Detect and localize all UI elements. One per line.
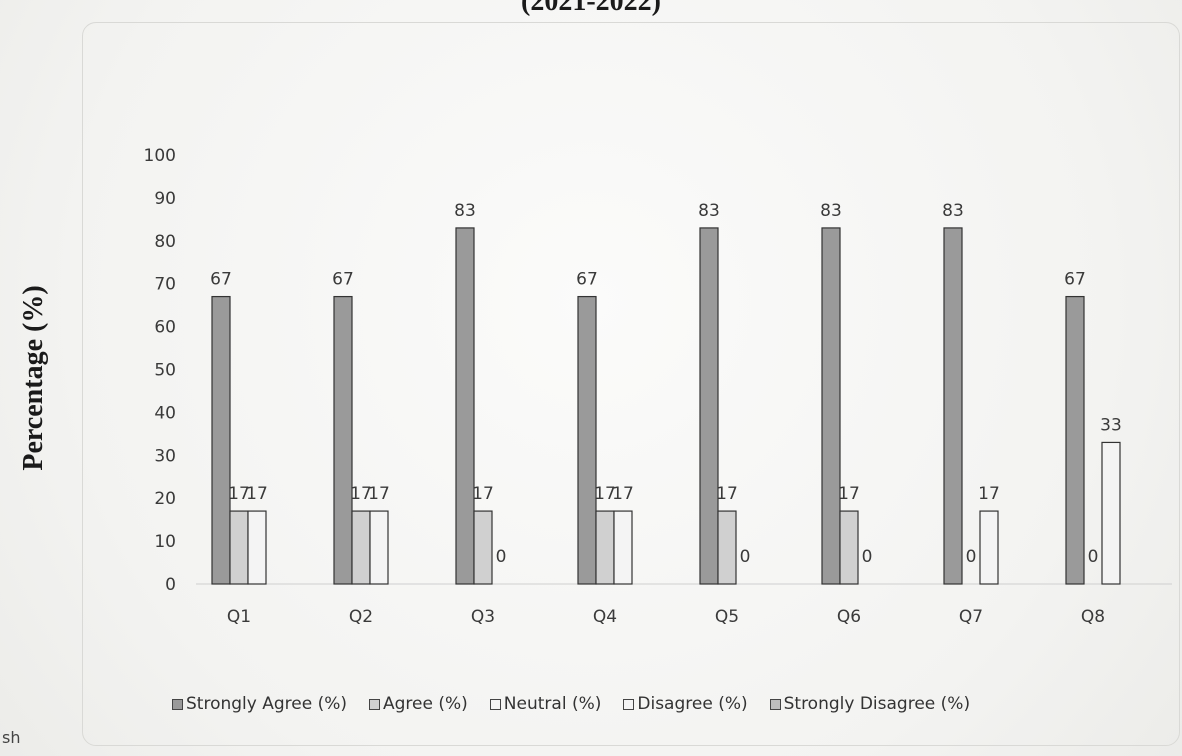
legend-item: Strongly Disagree (%) [769, 694, 971, 714]
bar [473, 510, 493, 585]
data-label: 17 [978, 484, 1000, 504]
corner-text: sh [2, 728, 21, 747]
data-label: 17 [594, 484, 616, 504]
legend-swatch [369, 698, 381, 710]
data-label: 0 [496, 547, 507, 567]
x-tick-label: Q8 [1081, 607, 1105, 627]
data-label: 83 [698, 201, 720, 221]
legend-label: Disagree (%) [637, 694, 748, 714]
data-label: 67 [332, 270, 354, 290]
legend-label: Neutral (%) [503, 694, 602, 714]
bar [1065, 295, 1085, 585]
data-label: 0 [1088, 547, 1099, 567]
bar [1101, 441, 1121, 585]
x-tick-label: Q3 [471, 607, 495, 627]
legend-item: Disagree (%) [623, 694, 748, 714]
bar [455, 227, 475, 585]
legend-item: Agree (%) [369, 694, 468, 714]
y-tick-label: 0 [165, 575, 176, 595]
legend-swatch [769, 698, 781, 710]
legend-swatch [172, 698, 183, 710]
data-label: 17 [612, 484, 634, 504]
data-label: 0 [966, 547, 977, 567]
data-label: 67 [576, 270, 598, 290]
legend: Strongly Agree (%) Agree (%) Neutral (%) Di… [172, 694, 970, 714]
bar [247, 510, 267, 585]
data-label: 17 [368, 484, 390, 504]
bar [979, 510, 999, 585]
data-label: 17 [228, 484, 250, 504]
x-tick-label: Q1 [227, 607, 251, 627]
legend-swatch [489, 698, 501, 710]
bar [717, 510, 737, 585]
bar [211, 295, 231, 585]
data-label: 0 [862, 547, 873, 567]
bar [333, 295, 353, 585]
bar [839, 510, 859, 585]
data-label: 67 [210, 270, 232, 290]
legend-label: Agree (%) [383, 694, 468, 714]
y-tick-label: 100 [144, 146, 176, 166]
chart-frame [82, 22, 1180, 746]
data-label: 17 [246, 484, 268, 504]
y-tick-label: 10 [154, 532, 176, 552]
x-tick-label: Q5 [715, 607, 739, 627]
legend-label: Strongly Disagree (%) [783, 694, 971, 714]
bar [229, 510, 249, 585]
bar [577, 295, 597, 585]
x-tick-label: Q2 [349, 607, 373, 627]
x-tick-label: Q6 [837, 607, 861, 627]
data-label: 17 [838, 484, 860, 504]
data-label: 17 [716, 484, 738, 504]
bar [369, 510, 389, 585]
x-tick-label: Q7 [959, 607, 983, 627]
bar [699, 227, 719, 585]
y-tick-label: 80 [154, 232, 176, 252]
y-tick-label: 60 [154, 318, 176, 338]
y-tick-label: 70 [154, 275, 176, 295]
data-label: 83 [942, 201, 964, 221]
bar [351, 510, 371, 585]
legend-item: Strongly Agree (%) [172, 694, 347, 714]
data-label: 67 [1064, 270, 1086, 290]
bar [595, 510, 615, 585]
data-label: 83 [820, 201, 842, 221]
bar [943, 227, 963, 585]
y-tick-label: 20 [154, 489, 176, 509]
bar [613, 510, 633, 585]
y-tick-label: 90 [154, 189, 176, 209]
legend-label: Strongly Agree (%) [186, 694, 348, 714]
axis-layer: 0 10 20 30 40 50 60 70 80 90 100 Q1 Q2 Q3 Q4 Q5 Q6 Q7 Q8 [144, 146, 1172, 627]
data-label: 33 [1100, 415, 1122, 435]
data-label: 0 [740, 547, 751, 567]
legend-item: Neutral (%) [489, 694, 602, 714]
bar [821, 227, 841, 585]
data-label: 17 [350, 484, 372, 504]
data-label: 17 [472, 484, 494, 504]
legend-swatch [623, 698, 635, 710]
y-tick-label: 40 [154, 403, 176, 423]
chart-title: (2021-2022) [521, 0, 661, 17]
y-tick-label: 50 [154, 361, 176, 381]
bar-layer [211, 227, 1121, 585]
label-layer: 6717176717178317067171783170831708301767… [210, 201, 1122, 567]
y-tick-label: 30 [154, 446, 176, 466]
x-tick-label: Q4 [593, 607, 617, 627]
data-label: 83 [454, 201, 476, 221]
